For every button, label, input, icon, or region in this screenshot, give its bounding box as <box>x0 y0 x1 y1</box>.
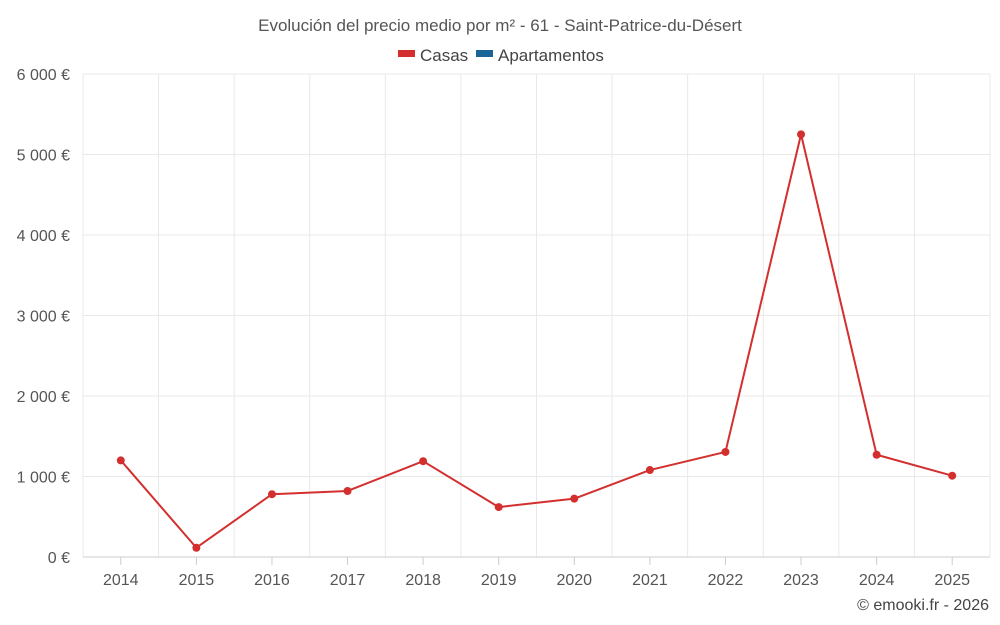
x-tick-label: 2021 <box>632 572 668 589</box>
x-tick-label: 2020 <box>556 572 592 589</box>
chart-title: Evolución del precio medio por m² - 61 -… <box>258 16 742 35</box>
legend-swatch-casas[interactable] <box>398 50 415 57</box>
y-axis-labels: 0 € 1 000 € 2 000 € 3 000 € 4 000 € 5 000 € 6 … <box>17 67 70 567</box>
x-tick-label: 2015 <box>179 572 215 589</box>
x-tick-label: 2014 <box>103 572 139 589</box>
series-lines <box>120 133 953 549</box>
data-point-casas-2018[interactable] <box>419 457 428 466</box>
x-tick-label: 2025 <box>934 572 970 589</box>
legend-label-apartamentos[interactable]: Apartamentos <box>498 46 604 65</box>
x-tick-label: 2022 <box>708 572 744 589</box>
y-tick-label: 0 € <box>48 550 70 567</box>
data-point-casas-2016[interactable] <box>267 490 276 499</box>
y-tick-label: 5 000 € <box>17 148 70 165</box>
data-point-casas-2023[interactable] <box>797 130 806 139</box>
data-point-casas-2014[interactable] <box>116 456 125 465</box>
data-point-casas-2021[interactable] <box>645 466 654 475</box>
series-line-casas <box>120 133 953 549</box>
x-axis-labels: 2014 2015 2016 2017 2018 2019 2020 2021 2022 2023… <box>103 557 970 589</box>
x-tick-label: 2016 <box>254 572 290 589</box>
x-tick-label: 2018 <box>405 572 441 589</box>
x-tick-label: 2024 <box>859 572 895 589</box>
data-point-casas-2019[interactable] <box>494 503 503 512</box>
data-point-casas-2015[interactable] <box>192 543 201 552</box>
series-points <box>116 130 957 552</box>
legend-label-casas[interactable]: Casas <box>420 46 468 65</box>
data-point-casas-2020[interactable] <box>570 494 579 503</box>
y-tick-label: 2 000 € <box>17 389 70 406</box>
legend[interactable]: Casas Apartamentos <box>398 46 604 65</box>
y-tick-label: 4 000 € <box>17 228 70 245</box>
data-point-casas-2022[interactable] <box>721 447 730 456</box>
data-point-casas-2017[interactable] <box>343 486 352 495</box>
data-point-casas-2024[interactable] <box>872 450 881 459</box>
y-tick-label: 3 000 € <box>17 309 70 326</box>
y-tick-label: 6 000 € <box>17 67 70 84</box>
x-tick-label: 2017 <box>330 572 366 589</box>
data-point-casas-2025[interactable] <box>948 471 957 480</box>
legend-swatch-apartamentos[interactable] <box>476 50 493 57</box>
x-tick-label: 2023 <box>783 572 819 589</box>
horizontal-gridlines <box>83 73 990 558</box>
x-tick-label: 2019 <box>481 572 517 589</box>
y-tick-label: 1 000 € <box>17 470 70 487</box>
credit-text: © emooki.fr - 2026 <box>857 597 989 614</box>
